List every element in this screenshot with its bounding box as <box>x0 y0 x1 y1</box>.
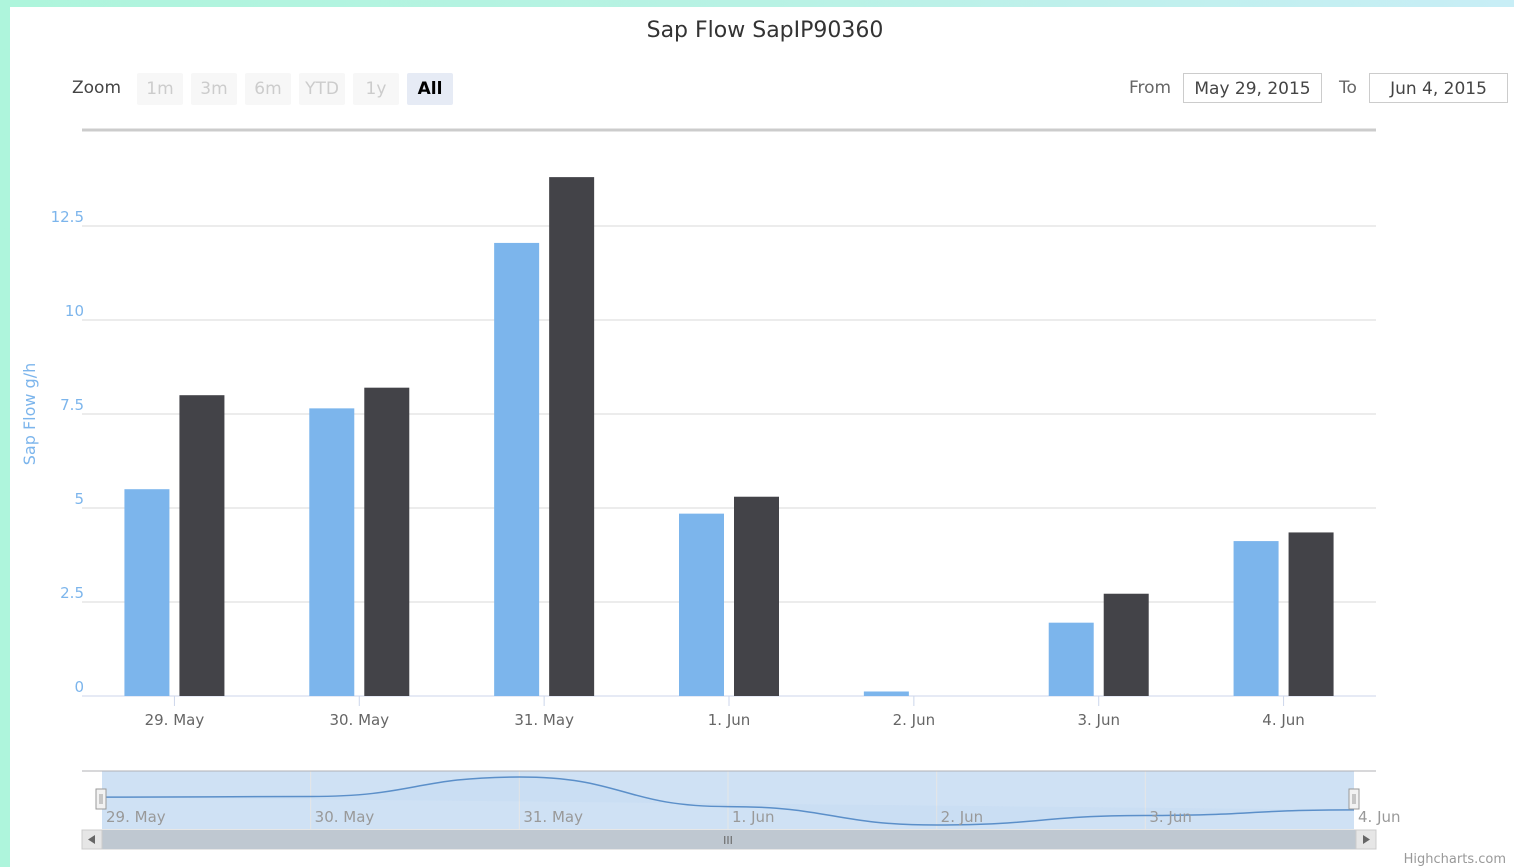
arrow-right-icon <box>1363 835 1370 844</box>
zoom-3m-button[interactable]: 3m <box>191 73 237 105</box>
y-tick-label: 7.5 <box>60 396 84 414</box>
to-label: To <box>1339 78 1357 98</box>
zoom-ytd-button[interactable]: YTD <box>299 73 345 105</box>
navigator-label: 31. May <box>523 808 583 826</box>
navigator-label: 2. Jun <box>941 808 984 826</box>
axes: 0 2.5 5 7.5 10 12.5 29. May 30. May 31. May 1. Ju… <box>51 208 1305 729</box>
bars <box>124 177 1334 697</box>
chart-container <box>10 7 1514 867</box>
arrow-left-icon <box>88 835 95 844</box>
bar-series-1-5[interactable] <box>1048 622 1094 696</box>
scrollbar[interactable]: III <box>81 829 1377 850</box>
navigator-gridlines <box>310 771 1146 829</box>
navigator-labels: 29. May 30. May 31. May 1. Jun 2. Jun 3. Jun 4… <box>106 808 1401 826</box>
zoom-1y-button[interactable]: 1y <box>353 73 399 105</box>
navigator-label: 1. Jun <box>732 808 775 826</box>
credits-link[interactable]: Highcharts.com <box>1403 852 1506 867</box>
from-date-input[interactable]: May 29, 2015 <box>1183 73 1322 103</box>
bar-series-1-6[interactable] <box>1233 541 1279 696</box>
navigator-label: 3. Jun <box>1149 808 1192 826</box>
bar-series-1-1[interactable] <box>309 408 355 696</box>
y-axis-title: Sap Flow g/h <box>20 363 39 466</box>
navigator-label: 29. May <box>106 808 166 826</box>
navigator-label: 4. Jun <box>1358 808 1401 826</box>
to-date-input[interactable]: Jun 4, 2015 <box>1369 73 1508 103</box>
x-tick-label: 3. Jun <box>1077 711 1120 729</box>
navigator-label: 30. May <box>315 808 375 826</box>
scrollbar-grip: III <box>723 834 733 847</box>
bar-series-1-0[interactable] <box>124 489 170 696</box>
bar-series-2-0[interactable] <box>179 395 225 696</box>
x-tick-label: 29. May <box>145 711 205 729</box>
from-label: From <box>1129 78 1172 98</box>
y-tick-label: 2.5 <box>60 584 84 602</box>
zoom-all-button[interactable]: All <box>407 73 453 105</box>
gridlines <box>82 225 1376 697</box>
bar-series-1-3[interactable] <box>679 513 724 696</box>
bar-series-2-5[interactable] <box>1103 593 1149 696</box>
y-tick-label: 0 <box>74 678 84 696</box>
chart-title: Sap Flow SapIP90360 <box>646 18 884 43</box>
x-tick-label: 1. Jun <box>708 711 751 729</box>
x-tick-label: 31. May <box>514 711 574 729</box>
zoom-6m-button[interactable]: 6m <box>245 73 291 105</box>
bar-series-2-3[interactable] <box>734 496 779 696</box>
navigator-series-line <box>101 776 1355 826</box>
bar-series-2-1[interactable] <box>364 387 410 696</box>
y-tick-label: 10 <box>65 302 84 320</box>
bar-series-1-4[interactable] <box>863 691 909 696</box>
y-tick-label: 5 <box>74 490 84 508</box>
bar-series-2-2[interactable] <box>549 177 595 696</box>
bar-series-2-6[interactable] <box>1288 532 1334 696</box>
zoom-1m-button[interactable]: 1m <box>137 73 183 105</box>
bar-series-1-2[interactable] <box>494 242 540 697</box>
x-tick-label: 2. Jun <box>893 711 936 729</box>
y-tick-label: 12.5 <box>51 208 84 226</box>
navigator[interactable]: 29. May 30. May 31. May 1. Jun 2. Jun 3. Jun 4… <box>82 770 1401 829</box>
navigator-left-handle[interactable] <box>95 788 107 810</box>
navigator-right-handle[interactable] <box>1348 788 1360 810</box>
zoom-label: Zoom <box>72 78 122 98</box>
x-tick-label: 4. Jun <box>1262 711 1305 729</box>
x-tick-label: 30. May <box>329 711 389 729</box>
scrollbar-thumb[interactable] <box>102 830 1356 849</box>
